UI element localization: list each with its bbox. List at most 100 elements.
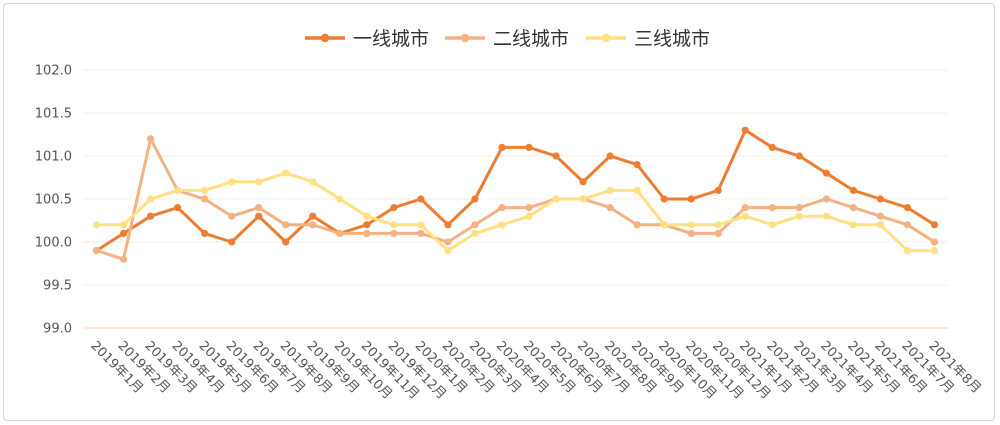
data-point [417,195,425,203]
data-point [687,221,695,229]
data-point [201,186,209,194]
data-point [498,143,506,151]
data-point [390,229,398,237]
legend-item-3[interactable]: 三线城市 [586,28,710,50]
data-point [174,204,182,212]
data-point [795,204,803,212]
data-point [146,195,155,203]
data-point [660,195,668,203]
series-line [95,137,936,261]
data-point [687,229,695,237]
data-point [390,221,398,229]
data-point [768,204,776,212]
data-point [119,221,128,229]
data-point [633,221,641,229]
data-point [363,221,371,229]
y-tick-label: 100.0 [35,236,72,251]
data-point [849,204,857,212]
data-point [417,221,425,229]
data-point [471,221,479,229]
data-point [741,212,749,220]
data-point [255,204,263,212]
legend-marker [320,33,330,43]
data-point [498,221,506,229]
data-point [228,178,236,186]
x-axis: 2019年1月2019年2月2019年3月2019年4月2019年5月2019年… [87,338,983,402]
data-point [444,221,452,229]
data-point [606,152,614,160]
y-tick-label: 99.5 [43,279,72,294]
data-point [606,186,614,194]
series-3 [92,169,939,255]
y-tick-label: 99.0 [43,322,72,337]
legend-item-2[interactable]: 二线城市 [445,28,569,50]
data-point [849,186,857,194]
data-point [822,169,830,177]
data-point [687,195,695,203]
data-point [714,221,722,229]
data-point [714,229,722,237]
data-point [201,195,209,203]
data-point [633,186,641,194]
data-point [930,238,939,246]
data-point [903,204,912,212]
data-point [282,221,290,229]
data-point [444,238,452,246]
data-point [876,195,885,203]
data-point [309,212,317,220]
y-tick-label: 102.0 [35,64,72,79]
data-point [525,204,533,212]
legend-label: 一线城市 [353,28,429,50]
data-point [822,195,830,203]
data-point [579,195,587,203]
data-point [92,221,101,229]
data-point [768,143,776,151]
data-point [903,247,912,255]
data-point [336,229,344,237]
data-point [795,212,803,220]
data-point [579,178,587,186]
legend[interactable]: 一线城市 二线城市 三线城市 [305,28,710,50]
y-axis: 99.0 99.5 100.0 100.5 101.0 101.5 102.0 [35,64,72,337]
data-point [336,195,344,203]
data-point [525,212,533,220]
data-point [876,212,885,220]
series-line [95,128,936,253]
data-point [741,204,749,212]
series-lines [92,126,939,263]
data-point [768,221,776,229]
data-point [876,221,885,229]
y-tick-label: 100.5 [35,193,72,208]
data-point [795,152,803,160]
data-point [417,229,425,237]
data-point [363,229,371,237]
data-point [660,221,668,229]
data-point [930,221,939,229]
series-1 [92,126,939,255]
data-point [363,212,371,220]
data-point [822,212,830,220]
series-line [95,171,936,253]
data-point [525,143,533,151]
data-point [930,247,939,255]
data-point [174,186,182,194]
data-point [228,238,236,246]
data-point [201,229,209,237]
legend-marker [601,33,611,43]
data-point [255,212,263,220]
data-point [146,212,155,220]
legend-marker [460,33,470,43]
data-point [390,204,398,212]
y-tick-label: 101.5 [35,107,72,122]
data-point [146,135,155,143]
legend-item-1[interactable]: 一线城市 [305,28,429,50]
data-point [119,255,128,263]
chart-frame [3,3,995,421]
data-point [633,161,641,169]
data-point [471,195,479,203]
legend-label: 三线城市 [634,28,710,50]
legend-label: 二线城市 [493,28,569,50]
data-point [309,178,317,186]
data-point [309,221,317,229]
